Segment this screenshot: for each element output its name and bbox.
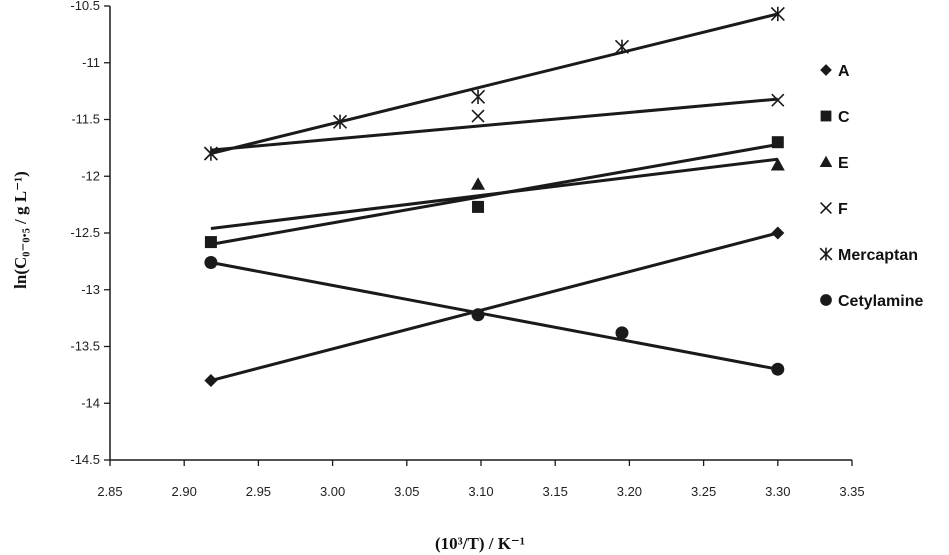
x-tick-label: 3.00 bbox=[320, 484, 345, 499]
x-tick-label: 3.10 bbox=[468, 484, 493, 499]
x-tick-label: 2.95 bbox=[246, 484, 271, 499]
y-tick-label: -14.5 bbox=[70, 452, 100, 467]
y-tick-label: -11.5 bbox=[71, 112, 100, 127]
x-tick-label: 3.05 bbox=[394, 484, 419, 499]
y-tick-label: -13.5 bbox=[70, 339, 100, 354]
legend-marker-a bbox=[820, 64, 832, 76]
data-point-mercaptan bbox=[614, 39, 630, 55]
data-point-cetylamine bbox=[615, 326, 629, 340]
data-point-f bbox=[471, 109, 485, 123]
data-point-cetylamine bbox=[771, 362, 785, 376]
legend-marker-cetylamine bbox=[820, 294, 832, 306]
data-point-c bbox=[204, 236, 217, 249]
legend-label-e: E bbox=[838, 155, 849, 172]
data-point-f bbox=[771, 93, 785, 107]
fit-line-cetylamine bbox=[210, 261, 779, 371]
y-tick-label: -13 bbox=[81, 282, 100, 297]
fit-lines bbox=[210, 12, 779, 383]
x-tick-label: 3.25 bbox=[691, 484, 716, 499]
legend-marker-c bbox=[820, 110, 832, 122]
data-point-mercaptan bbox=[203, 146, 218, 161]
y-tick-label: -10.5 bbox=[70, 0, 100, 13]
fit-line-mercaptan bbox=[210, 12, 779, 156]
data-point-c bbox=[472, 200, 485, 213]
axes: -10.5 -11 -11.5 -12 -12.5 -13 -13.5 -14 -14.5 2.8… bbox=[70, 0, 864, 499]
legend-label-mercaptan: Mercaptan bbox=[838, 247, 918, 264]
y-axis-label: ln(C₀₋₀.₅ / g L⁻¹) bbox=[11, 171, 30, 289]
fit-line-a bbox=[210, 231, 779, 383]
data-point-a bbox=[204, 374, 218, 388]
legend: A C E F Mercaptan Cetylamine bbox=[819, 63, 923, 310]
x-tick-label: 2.85 bbox=[97, 484, 122, 499]
data-point-e bbox=[770, 157, 785, 171]
data-point-mercaptan bbox=[332, 114, 348, 129]
data-point-cetylamine bbox=[204, 256, 218, 270]
y-tick-label: -11 bbox=[82, 55, 100, 70]
legend-label-c: C bbox=[838, 109, 850, 126]
data-point-cetylamine bbox=[471, 308, 485, 322]
data-point-mercaptan bbox=[470, 89, 486, 104]
legend-label-cetylamine: Cetylamine bbox=[838, 293, 923, 310]
y-tick-label: -14 bbox=[81, 395, 100, 410]
legend-marker-mercaptan bbox=[819, 247, 833, 261]
fit-line-f bbox=[210, 97, 778, 152]
legend-label-a: A bbox=[838, 63, 850, 80]
x-tick-label: 2.90 bbox=[172, 484, 197, 499]
y-tick-label: -12 bbox=[81, 168, 100, 183]
data-point-e bbox=[471, 177, 486, 190]
legend-marker-e bbox=[819, 155, 833, 168]
legend-marker-f bbox=[820, 202, 832, 214]
y-tick-label: -12.5 bbox=[70, 225, 100, 240]
x-tick-label: 3.20 bbox=[617, 484, 642, 499]
x-tick-label: 3.15 bbox=[543, 484, 568, 499]
data-point-a bbox=[771, 226, 785, 240]
x-axis-label: (10³/T) / K⁻¹ bbox=[435, 534, 525, 553]
legend-label-f: F bbox=[838, 201, 848, 218]
fit-line-e bbox=[210, 157, 778, 230]
data-point-c bbox=[771, 136, 784, 149]
x-tick-label: 3.30 bbox=[765, 484, 790, 499]
x-tick-label: 3.35 bbox=[839, 484, 864, 499]
markers bbox=[203, 6, 785, 388]
data-point-mercaptan bbox=[770, 6, 785, 22]
